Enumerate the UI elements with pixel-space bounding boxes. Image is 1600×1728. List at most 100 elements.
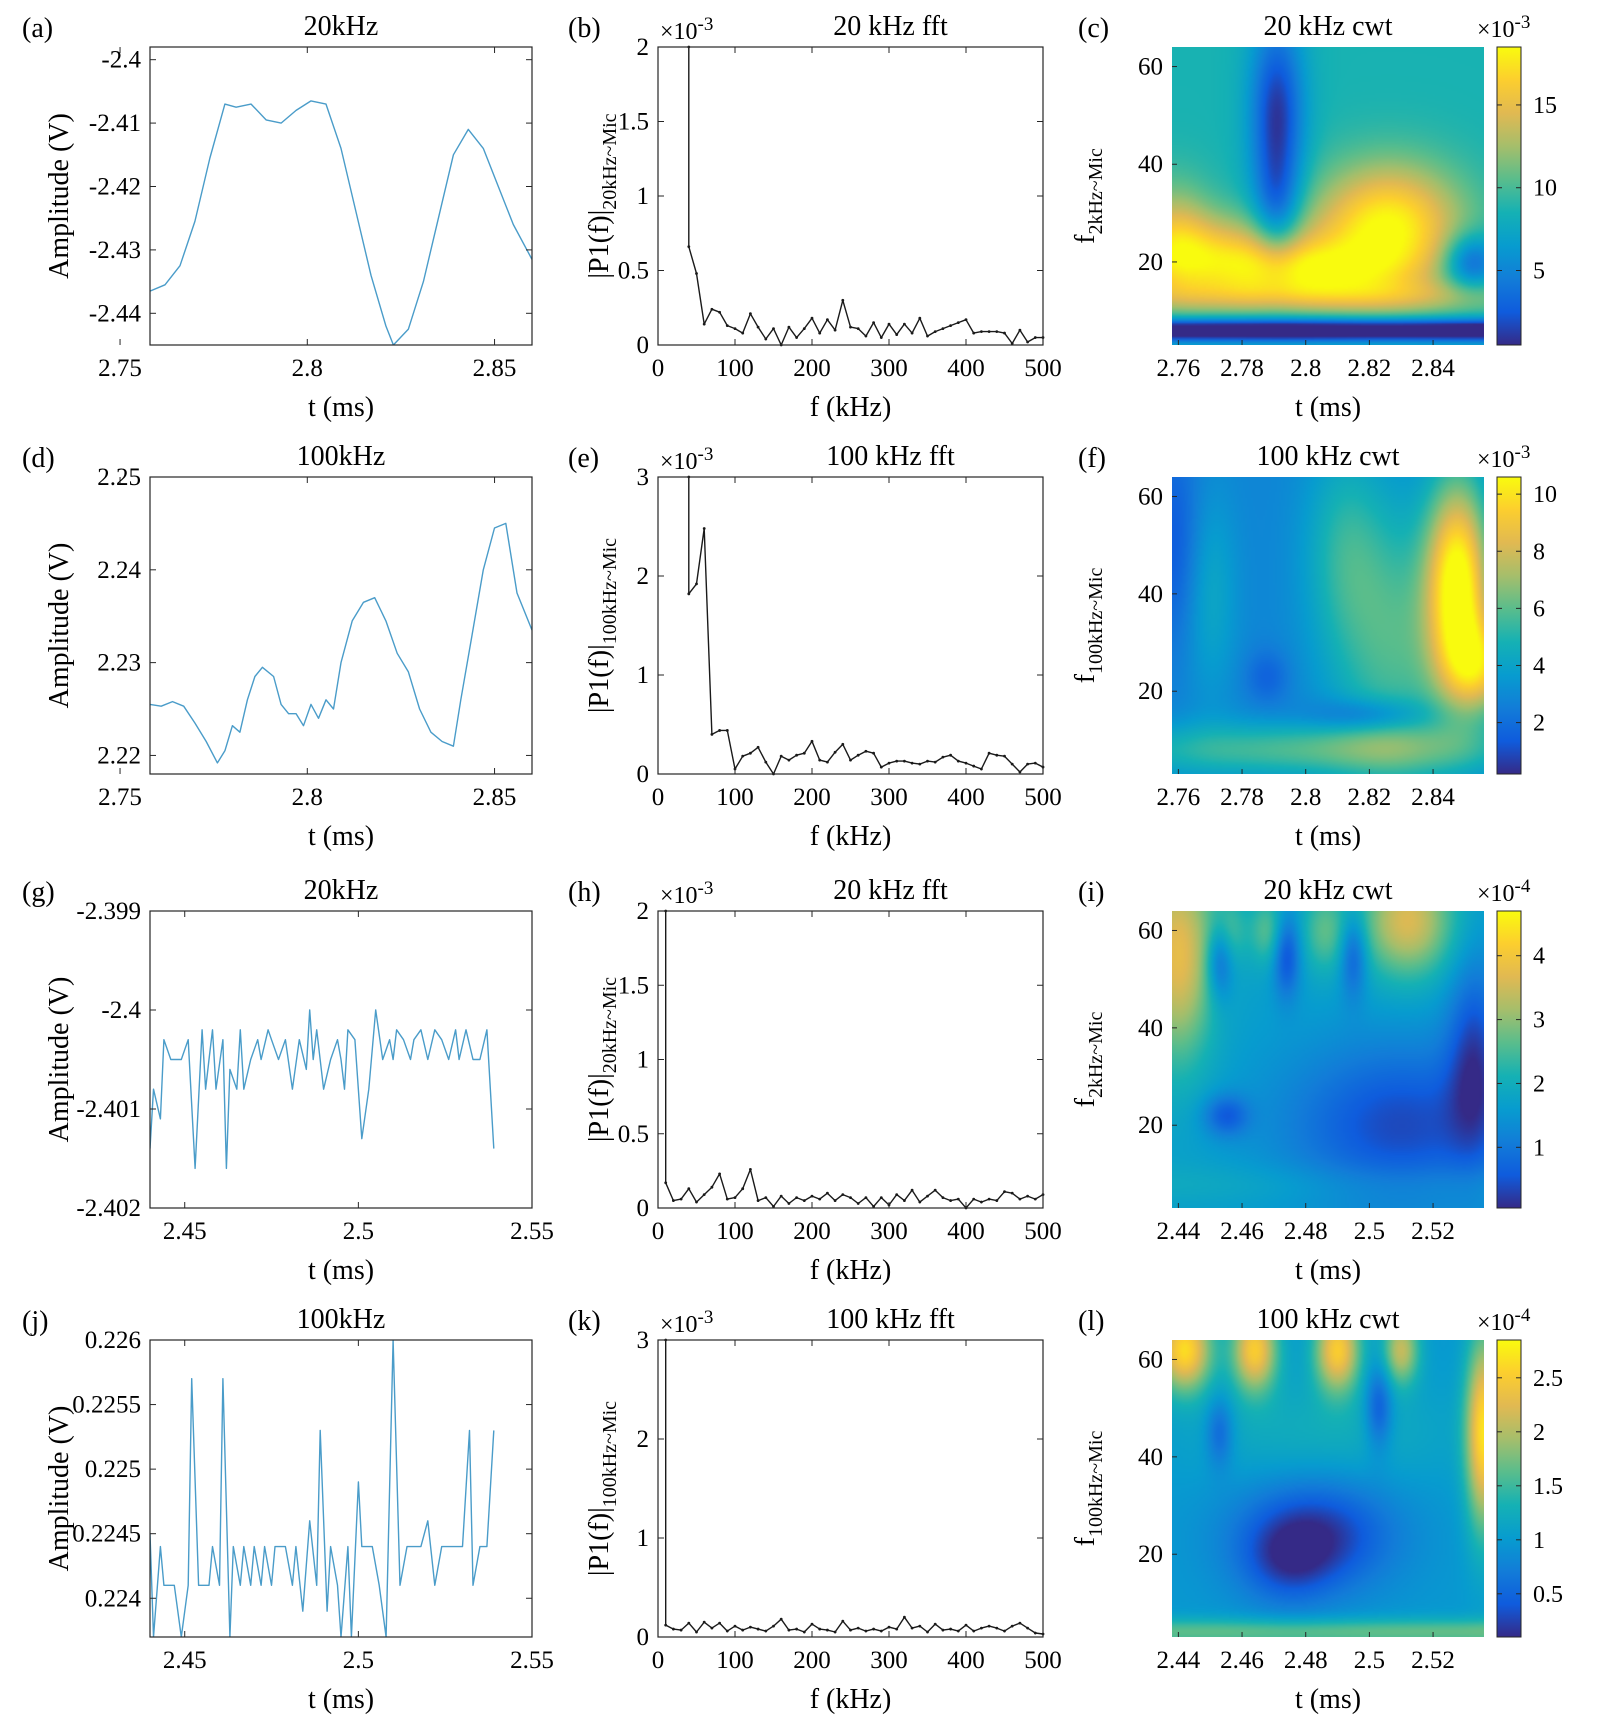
y-exponent-label: ×10-3 bbox=[660, 1307, 713, 1338]
panel-k-axes-frame bbox=[657, 1339, 1044, 1638]
data-point bbox=[672, 1627, 675, 1631]
data-point bbox=[887, 322, 891, 326]
panel-i: 2.44 2.46 2.48 2.5 2.52 20 40 60 20 kHz cwt t (ms… bbox=[1070, 875, 1545, 1286]
y-tick-label: 40 bbox=[1138, 1015, 1163, 1042]
data-point bbox=[987, 1624, 991, 1628]
y-tick-label: 0 bbox=[637, 761, 650, 788]
y-axis-label: f100kHz~Mic bbox=[1070, 568, 1107, 684]
x-axis-label: t (ms) bbox=[308, 1684, 374, 1715]
x-tick-label: 400 bbox=[947, 1647, 985, 1674]
data-point bbox=[772, 327, 775, 331]
data-point bbox=[1018, 1197, 1022, 1201]
data-point bbox=[818, 1197, 822, 1201]
data-point bbox=[856, 327, 860, 331]
panel-letter: (k) bbox=[568, 1306, 601, 1337]
y-axis-label: Amplitude (V) bbox=[44, 113, 75, 279]
data-point bbox=[849, 758, 852, 762]
heatmap-image-f bbox=[1172, 477, 1484, 774]
y-axis-label: f100kHz~Mic bbox=[1070, 1431, 1107, 1547]
data-point bbox=[764, 1629, 768, 1633]
y-tick-label: 1 bbox=[637, 1047, 650, 1074]
panel-title: 20 kHz cwt bbox=[1263, 11, 1392, 42]
x-tick-label: 100 bbox=[716, 1647, 754, 1674]
data-point bbox=[864, 334, 868, 338]
colorbar-f bbox=[1496, 476, 1522, 775]
y-tick-label: 2.25 bbox=[97, 464, 141, 491]
data-point bbox=[856, 1202, 860, 1205]
y-tick-label: 60 bbox=[1138, 1346, 1163, 1373]
data-point bbox=[941, 1628, 945, 1632]
x-axis-label: t (ms) bbox=[308, 392, 374, 423]
x-tick-label: 2.82 bbox=[1348, 784, 1392, 811]
data-point bbox=[1018, 770, 1022, 774]
x-tick-label: 2.85 bbox=[473, 355, 517, 382]
data-point bbox=[810, 1194, 814, 1198]
data-point bbox=[702, 527, 706, 530]
panel-letter: (h) bbox=[568, 877, 601, 908]
y-tick-label: -2.399 bbox=[76, 898, 141, 925]
colorbar-tick-label: 10 bbox=[1533, 176, 1557, 202]
x-tick-label: 500 bbox=[1024, 784, 1062, 811]
data-point bbox=[895, 759, 899, 763]
x-tick-label: 300 bbox=[870, 784, 908, 811]
y-tick-label: 20 bbox=[1138, 249, 1163, 276]
data-point bbox=[910, 761, 914, 765]
data-point bbox=[903, 322, 906, 326]
data-point bbox=[841, 742, 845, 746]
data-point bbox=[802, 1199, 806, 1202]
data-point bbox=[787, 758, 791, 762]
y-tick-label: 0.226 bbox=[85, 1327, 141, 1354]
data-point bbox=[856, 1626, 860, 1630]
series-line-k bbox=[665, 1340, 1043, 1635]
data-point bbox=[725, 324, 729, 328]
x-axis-label: f (kHz) bbox=[810, 392, 892, 423]
data-point bbox=[756, 325, 760, 329]
colorbar-l bbox=[1496, 1339, 1522, 1638]
colorbar-exponent-label: ×10-3 bbox=[1477, 12, 1530, 43]
data-point bbox=[695, 582, 698, 586]
data-point bbox=[718, 1621, 721, 1625]
y-tick-label: 20 bbox=[1138, 1112, 1163, 1139]
y-axis-label: Amplitude (V) bbox=[44, 543, 75, 709]
x-tick-label: 300 bbox=[870, 1647, 908, 1674]
x-tick-label: 2.46 bbox=[1220, 1218, 1264, 1245]
data-point bbox=[887, 761, 891, 765]
data-point bbox=[772, 1205, 775, 1208]
x-tick-label: 2.5 bbox=[1354, 1647, 1385, 1674]
data-point bbox=[887, 1625, 891, 1629]
colorbar-tick-label: 2 bbox=[1533, 711, 1545, 737]
data-point bbox=[1018, 1621, 1022, 1625]
data-point bbox=[833, 328, 837, 332]
colorbar-tick-label: 3 bbox=[1533, 1008, 1545, 1034]
data-point bbox=[725, 1197, 729, 1201]
data-point bbox=[1010, 1191, 1014, 1195]
y-tick-label: 0.224 bbox=[85, 1585, 142, 1612]
data-point bbox=[1033, 336, 1037, 339]
data-point bbox=[833, 1199, 837, 1202]
x-tick-label: 400 bbox=[947, 355, 985, 382]
y-tick-label: 0.5 bbox=[618, 1121, 649, 1148]
data-point bbox=[918, 1624, 922, 1628]
data-point bbox=[964, 318, 968, 322]
data-point bbox=[1026, 1626, 1029, 1630]
colorbar-tick-label: 8 bbox=[1533, 539, 1545, 565]
y-tick-label: 2 bbox=[637, 34, 650, 61]
data-point bbox=[864, 749, 868, 753]
data-point bbox=[779, 754, 783, 758]
data-point bbox=[787, 1628, 791, 1632]
x-tick-label: 2.8 bbox=[292, 355, 323, 382]
data-point bbox=[995, 753, 999, 757]
y-tick-label: 2.24 bbox=[97, 557, 141, 584]
x-tick-label: 2.44 bbox=[1156, 1218, 1200, 1245]
data-point bbox=[903, 759, 906, 763]
data-point bbox=[941, 327, 945, 331]
data-point bbox=[903, 1615, 906, 1619]
data-point bbox=[1033, 1197, 1037, 1201]
x-tick-label: 2.46 bbox=[1220, 1647, 1264, 1674]
x-tick-label: 100 bbox=[716, 355, 754, 382]
colorbar-tick-label: 4 bbox=[1533, 653, 1545, 679]
data-point bbox=[926, 334, 929, 338]
data-point bbox=[856, 753, 860, 757]
x-tick-label: 400 bbox=[947, 784, 985, 811]
panel-d-axes-frame bbox=[149, 476, 533, 775]
